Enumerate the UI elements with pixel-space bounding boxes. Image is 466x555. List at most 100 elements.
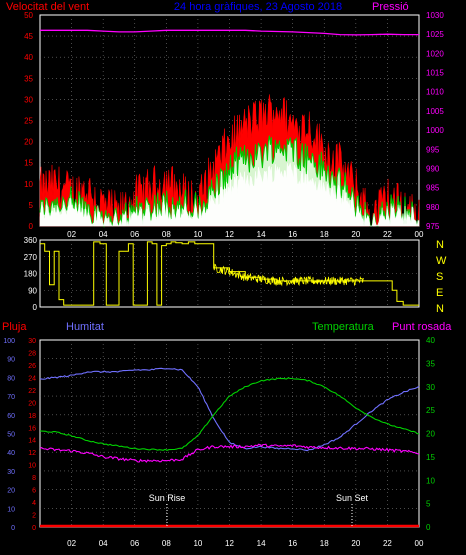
humidity-tick-label: 80 bbox=[7, 375, 15, 382]
climate-time-tick-label: 06 bbox=[130, 539, 139, 548]
rain-tick-label: 12 bbox=[28, 450, 36, 457]
humidity-tick-label: 40 bbox=[7, 450, 15, 457]
rain-tick-label: 8 bbox=[32, 475, 36, 482]
wind-time-tick-label: 14 bbox=[257, 230, 266, 239]
temperature-tick-label: 30 bbox=[426, 383, 435, 392]
wind-time-tick-label: 12 bbox=[225, 230, 234, 239]
wind-time-tick-label: 06 bbox=[130, 230, 139, 239]
temperature-tick-label: 25 bbox=[426, 406, 435, 415]
sunrise-label: Sun Rise bbox=[149, 493, 186, 503]
rain-tick-label: 16 bbox=[28, 425, 36, 432]
wind-direction-jitter bbox=[213, 263, 364, 287]
rain-tick-label: 26 bbox=[28, 363, 36, 370]
climate-time-tick-label: 10 bbox=[193, 539, 202, 548]
compass-label: W bbox=[436, 255, 447, 267]
wind-time-tick-label: 00 bbox=[415, 230, 424, 239]
direction-tick-label: 270 bbox=[24, 253, 38, 262]
temperature-tick-label: 40 bbox=[426, 336, 435, 345]
climate-time-tick-label: 22 bbox=[383, 539, 392, 548]
sunset-label: Sun Set bbox=[336, 493, 369, 503]
humidity-tick-label: 60 bbox=[7, 413, 15, 420]
wind-speed-tick-label: 30 bbox=[24, 95, 33, 104]
wind-speed-tick-label: 5 bbox=[29, 201, 34, 210]
rain-tick-label: 2 bbox=[32, 513, 36, 520]
climate-time-tick-label: 16 bbox=[288, 539, 297, 548]
temperature-tick-label: 10 bbox=[426, 476, 435, 485]
rain-tick-label: 4 bbox=[32, 500, 36, 507]
dewpoint-label: Punt rosada bbox=[392, 321, 452, 333]
humidity-tick-label: 90 bbox=[7, 357, 15, 364]
pressure-tick-label: 980 bbox=[426, 203, 440, 212]
wind-speed-title: Velocitat del vent bbox=[6, 1, 89, 13]
wind-time-axis: 02 04 06 08 10 12 14 16 18 20 22 00 bbox=[67, 230, 424, 239]
wind-speed-axis: 0 5 10 15 20 25 30 35 40 45 50 bbox=[24, 11, 33, 231]
chart-title: 24 hora gràfiques, 23 Agosto 2018 bbox=[174, 1, 342, 13]
wind-time-tick-label: 10 bbox=[193, 230, 202, 239]
wind-speed-tick-label: 45 bbox=[24, 32, 33, 41]
temperature-tick-label: 5 bbox=[426, 500, 431, 509]
climate-time-tick-label: 00 bbox=[415, 539, 424, 548]
pressure-axis: 975 980 985 990 995 1000 1005 1010 1015 1020 1025 1… bbox=[426, 11, 444, 231]
wind-speed-series bbox=[39, 161, 420, 227]
climate-time-tick-label: 02 bbox=[67, 539, 76, 548]
humidity-tick-label: 30 bbox=[7, 469, 15, 476]
compass-label: S bbox=[436, 271, 443, 283]
pressure-tick-label: 990 bbox=[426, 164, 440, 173]
wind-speed-tick-label: 40 bbox=[24, 53, 33, 62]
pressure-tick-label: 1005 bbox=[426, 107, 444, 116]
pressure-tick-label: 1000 bbox=[426, 126, 444, 135]
dewpoint-series-line bbox=[39, 443, 420, 463]
climate-time-tick-label: 12 bbox=[225, 539, 234, 548]
compass-label: N bbox=[436, 303, 444, 315]
pressure-title: Pressió bbox=[372, 1, 409, 13]
wind-speed-tick-label: 25 bbox=[24, 117, 33, 126]
temperature-label: Temperatura bbox=[312, 321, 375, 333]
compass-label: E bbox=[436, 287, 443, 299]
temperature-series-line bbox=[39, 377, 420, 452]
pressure-tick-label: 1015 bbox=[426, 69, 444, 78]
wind-speed-tick-label: 35 bbox=[24, 74, 33, 83]
rain-tick-label: 22 bbox=[28, 388, 36, 395]
humidity-tick-label: 70 bbox=[7, 394, 15, 401]
pressure-series-line bbox=[40, 29, 419, 36]
rain-tick-label: 6 bbox=[32, 488, 36, 495]
climate-time-axis: 02 04 06 08 10 12 14 16 18 20 22 00 bbox=[67, 539, 424, 548]
humidity-axis: 0 10 20 30 40 50 60 70 80 90 100 bbox=[3, 338, 15, 532]
wind-speed-tick-label: 10 bbox=[24, 180, 33, 189]
pressure-tick-label: 1025 bbox=[426, 30, 444, 39]
humidity-label: Humitat bbox=[66, 321, 104, 333]
direction-tick-label: 360 bbox=[24, 236, 38, 245]
wind-time-tick-label: 16 bbox=[288, 230, 297, 239]
rain-tick-label: 0 bbox=[32, 525, 36, 532]
wind-time-tick-label: 22 bbox=[383, 230, 392, 239]
humidity-tick-label: 0 bbox=[11, 525, 15, 532]
humidity-series-line bbox=[39, 367, 420, 452]
wind-speed-tick-label: 50 bbox=[24, 11, 33, 20]
climate-time-tick-label: 18 bbox=[320, 539, 329, 548]
humidity-tick-label: 100 bbox=[3, 338, 15, 345]
wind-speed-tick-label: 15 bbox=[24, 159, 33, 168]
wind-time-tick-label: 20 bbox=[351, 230, 360, 239]
wind-time-tick-label: 02 bbox=[67, 230, 76, 239]
humidity-tick-label: 50 bbox=[7, 432, 15, 439]
direction-series-group bbox=[40, 241, 419, 306]
climate-time-tick-label: 04 bbox=[99, 539, 108, 548]
rain-tick-label: 20 bbox=[28, 400, 36, 407]
climate-time-tick-label: 14 bbox=[257, 539, 266, 548]
wind-speed-tick-label: 20 bbox=[24, 138, 33, 147]
direction-tick-label: 0 bbox=[33, 303, 38, 312]
rain-tick-label: 28 bbox=[28, 350, 36, 357]
wind-time-tick-label: 18 bbox=[320, 230, 329, 239]
wind-series-group bbox=[39, 29, 420, 228]
pressure-tick-label: 995 bbox=[426, 145, 440, 154]
pressure-tick-label: 1010 bbox=[426, 88, 444, 97]
rain-label: Pluja bbox=[2, 321, 27, 333]
pressure-tick-label: 985 bbox=[426, 184, 440, 193]
temperature-tick-label: 0 bbox=[426, 523, 431, 532]
climate-time-tick-label: 20 bbox=[351, 539, 360, 548]
wind-time-tick-label: 08 bbox=[162, 230, 171, 239]
wind-speed-tick-label: 0 bbox=[29, 222, 34, 231]
